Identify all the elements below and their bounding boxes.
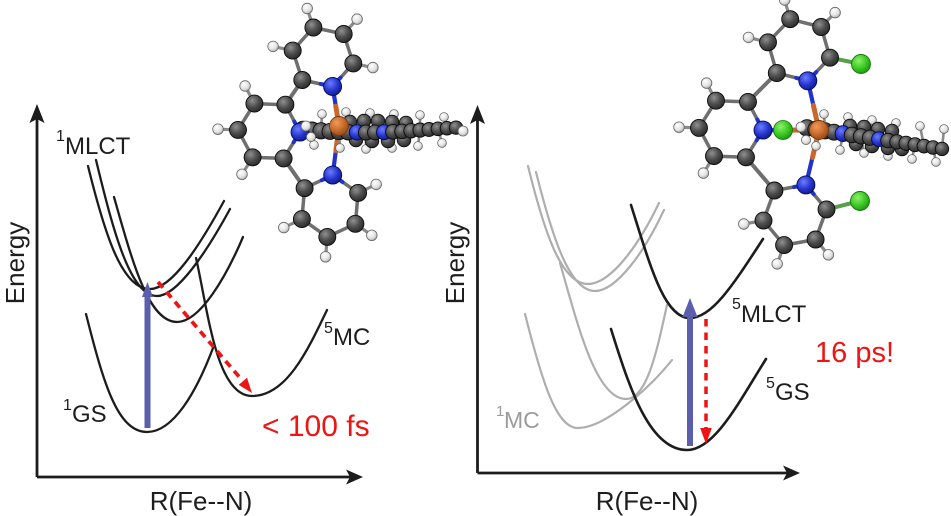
svg-text:R(Fe--N): R(Fe--N): [150, 486, 253, 516]
svg-text:16 ps!: 16 ps!: [815, 337, 894, 369]
svg-text:MLCT: MLCT: [65, 133, 131, 160]
svg-text:Energy: Energy: [0, 222, 30, 304]
svg-text:MC: MC: [333, 324, 370, 351]
svg-text:R(Fe--N): R(Fe--N): [596, 486, 699, 516]
svg-text:5: 5: [732, 296, 741, 313]
svg-text:GS: GS: [72, 401, 107, 428]
svg-text:GS: GS: [775, 379, 810, 406]
svg-text:1: 1: [56, 128, 65, 145]
svg-text:Energy: Energy: [440, 222, 470, 304]
svg-text:1: 1: [496, 403, 504, 420]
svg-text:5: 5: [324, 320, 333, 337]
svg-text:< 100 fs: < 100 fs: [262, 410, 370, 443]
svg-text:1: 1: [63, 397, 72, 414]
svg-text:MC: MC: [504, 407, 540, 433]
svg-text:5: 5: [766, 375, 775, 392]
svg-text:MLCT: MLCT: [741, 301, 807, 328]
